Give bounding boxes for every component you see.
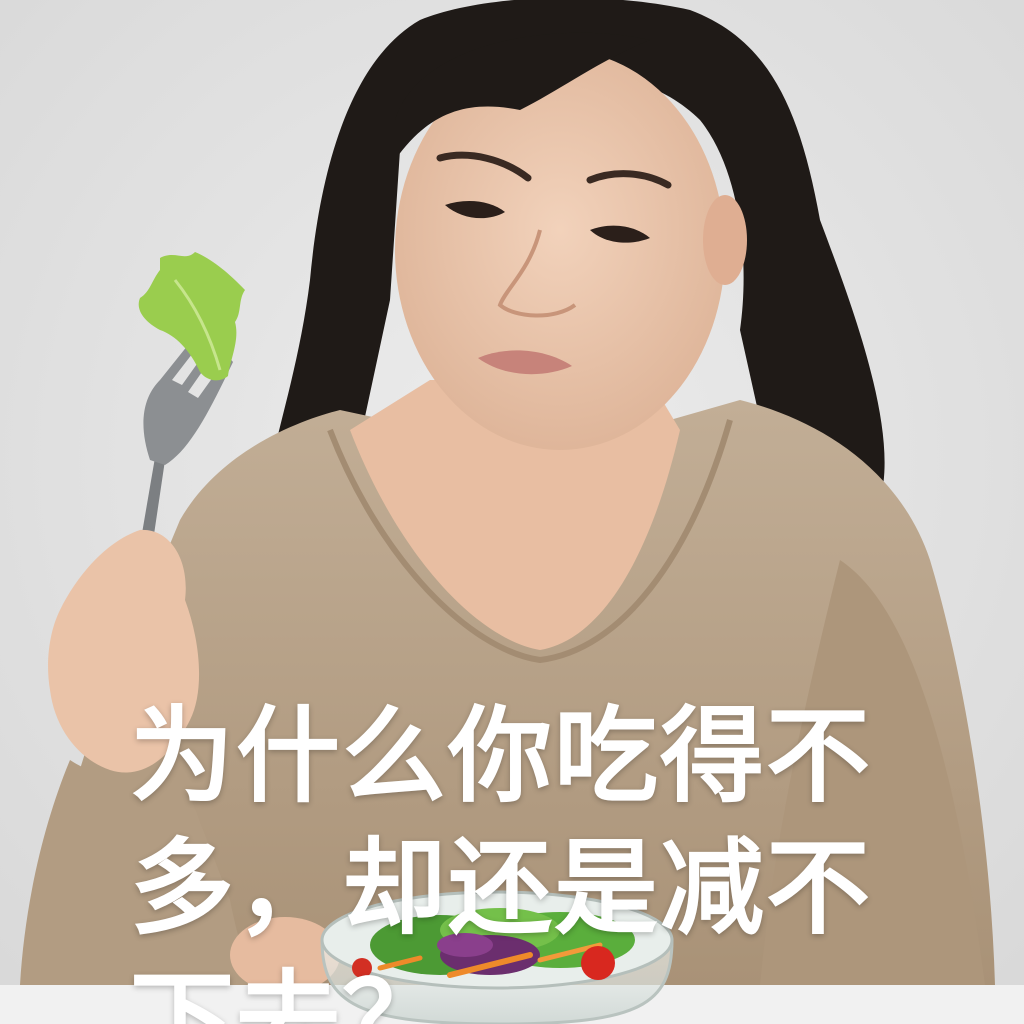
headline-caption: 为什么你吃得不多，却还是减不下去？	[130, 695, 873, 1024]
lettuce-icon	[138, 252, 245, 381]
right-arm-sleeve	[760, 560, 985, 985]
hair	[270, 0, 885, 500]
salad-bowl-icon	[320, 890, 674, 1024]
hair-front	[395, 32, 650, 160]
left-eyebrow	[436, 151, 532, 182]
fork-icon	[140, 330, 233, 548]
right-eyebrow	[586, 170, 672, 189]
nose	[497, 229, 577, 318]
neck	[350, 380, 680, 650]
resting-hand	[230, 917, 340, 993]
neckline	[327, 419, 733, 664]
ear	[703, 195, 747, 285]
left-eye	[445, 200, 505, 219]
sweater	[40, 400, 995, 985]
mouth	[478, 350, 572, 375]
lettuce-vein	[173, 279, 222, 371]
right-eye	[590, 225, 650, 243]
left-arm-sleeve	[20, 760, 260, 985]
face	[395, 50, 725, 450]
hand	[48, 529, 200, 773]
